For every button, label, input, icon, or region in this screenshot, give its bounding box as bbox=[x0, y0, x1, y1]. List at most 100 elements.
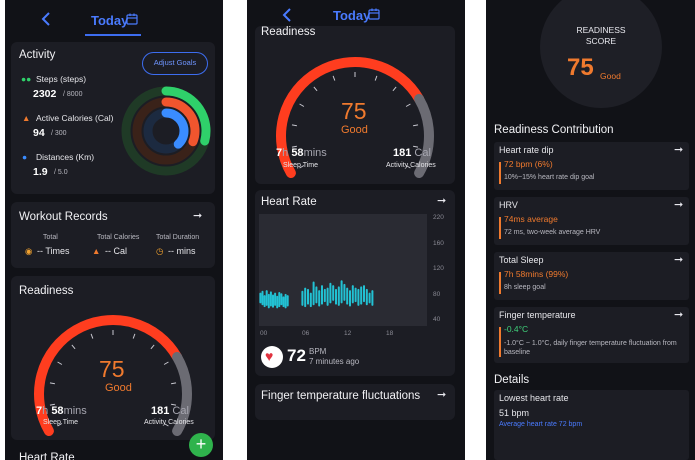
clock-icon: ◷ bbox=[156, 246, 164, 256]
readiness-detail-screen: READINESS SCORE 75 Good Readiness Contri… bbox=[486, 0, 695, 460]
details-title: Details bbox=[494, 374, 530, 386]
sleep-label: Sleep Time bbox=[43, 419, 79, 426]
gauge-tick bbox=[171, 382, 177, 385]
steps-label: Steps (steps) bbox=[36, 74, 87, 84]
average-note: Average heart rate 72 bpm bbox=[499, 421, 583, 428]
activity-title: Activity bbox=[19, 49, 56, 61]
arrow-right-icon[interactable]: ➞ bbox=[674, 144, 684, 156]
heart-icon: ♥ bbox=[265, 348, 274, 364]
tab-today[interactable]: Today bbox=[333, 8, 371, 23]
finger-temperature-card[interactable]: Finger temperature fluctuations ➞ bbox=[255, 384, 455, 420]
total-duration-label: Total Duration bbox=[156, 234, 200, 241]
gauge-progress-arc bbox=[34, 315, 183, 436]
readiness-grade: Good bbox=[341, 124, 368, 136]
gauge-tick bbox=[163, 361, 169, 365]
readiness-card[interactable]: Readiness 75 Good 7h 58mins Sleep Time 1… bbox=[255, 26, 455, 184]
readiness-card[interactable]: Readiness 75 Good 7h 58mins Sleep Time 1… bbox=[11, 276, 215, 440]
gauge-tick bbox=[299, 103, 305, 107]
readiness-gauge bbox=[276, 57, 434, 178]
sleep-label: Sleep Time bbox=[283, 162, 319, 169]
readiness-score: 75 bbox=[341, 98, 367, 124]
arrow-right-icon[interactable]: ➞ bbox=[674, 309, 684, 321]
tab-indicator bbox=[85, 34, 141, 36]
tab-today[interactable]: Today bbox=[91, 13, 129, 28]
gauge-tick bbox=[49, 403, 55, 406]
activity-rings bbox=[121, 86, 211, 176]
finger-temperature-card[interactable]: Finger temperature ➞ -0.4°C -1.0°C ~ 1.0… bbox=[494, 307, 689, 363]
heart-rate-unit: BPM bbox=[309, 347, 327, 356]
steps-value: 2302 bbox=[33, 88, 57, 100]
heart-rate-card[interactable]: Heart Rate ➞ 220 160 120 80 40 00 06 12 18 ♥ 72 … bbox=[255, 190, 455, 376]
calories-goal: / 300 bbox=[51, 130, 67, 137]
steps-goal: / 8000 bbox=[63, 91, 83, 98]
arrow-right-icon[interactable]: ➞ bbox=[674, 199, 684, 211]
back-icon[interactable] bbox=[280, 7, 294, 23]
score-label-2: SCORE bbox=[585, 36, 617, 46]
distance-icon: ● bbox=[22, 152, 28, 162]
gauge-tick bbox=[49, 382, 55, 385]
heart-rate-value: 72 bbox=[287, 346, 306, 365]
item-title: Finger temperature bbox=[499, 310, 576, 320]
calories-ring bbox=[132, 97, 200, 165]
lowest-value: 51 bpm bbox=[499, 408, 530, 418]
activity-card[interactable]: Activity Adjust Goals ●● Steps (steps) 2… bbox=[11, 42, 215, 194]
activity-calories-label: Activity Calories bbox=[386, 162, 436, 169]
total-label: Total bbox=[43, 234, 58, 241]
item-note: 8h sleep goal bbox=[504, 284, 546, 291]
calories-value: 181 Cal bbox=[393, 147, 431, 159]
gauge-track-arc bbox=[172, 352, 192, 436]
arrow-right-icon[interactable]: ➞ bbox=[193, 210, 203, 222]
heart-rate-dip-card[interactable]: Heart rate dip ➞ 72 bpm (6%) 10%~15% hea… bbox=[494, 142, 689, 190]
gauge-tick bbox=[392, 86, 397, 92]
activity-calories-label: Activity Calories bbox=[144, 419, 194, 426]
gauge-track-arc bbox=[414, 94, 434, 178]
arrow-right-icon[interactable]: ➞ bbox=[674, 254, 684, 266]
gauge-tick bbox=[374, 75, 378, 81]
y-tick-label: 160 bbox=[433, 240, 444, 247]
lowest-heart-rate-card[interactable]: Lowest heart rate 51 bpm Average heart r… bbox=[494, 390, 689, 460]
medal-icon: ◉ bbox=[25, 246, 33, 256]
readiness-screen: Today Readiness 75 Good 7h 58mins Sleep … bbox=[247, 0, 465, 460]
calendar-icon[interactable] bbox=[368, 8, 380, 20]
item-value: 7h 58mins (99%) bbox=[504, 269, 569, 279]
gauge-tick bbox=[299, 165, 305, 169]
arrow-right-icon[interactable]: ➞ bbox=[437, 195, 447, 207]
readiness-title: Readiness bbox=[261, 26, 316, 38]
item-title: Total Sleep bbox=[499, 255, 544, 265]
readiness-gauge bbox=[34, 315, 192, 436]
distance-value: 1.9 bbox=[33, 166, 48, 178]
item-title: HRV bbox=[499, 200, 518, 210]
workout-records-card[interactable]: Workout Records ➞ Total Total Calories T… bbox=[11, 202, 215, 268]
y-tick-label: 40 bbox=[433, 316, 441, 323]
x-tick-label: 12 bbox=[344, 330, 352, 337]
sleep-value: 7h 58mins bbox=[276, 147, 327, 159]
accent-bar bbox=[499, 217, 501, 239]
top-bar: Today bbox=[5, 0, 223, 38]
readiness-score: 75 bbox=[99, 356, 125, 382]
x-tick-label: 06 bbox=[302, 330, 310, 337]
gauge-tick bbox=[413, 124, 419, 127]
flame-icon: ▲ bbox=[92, 246, 101, 256]
lowest-title: Lowest heart rate bbox=[499, 393, 569, 403]
gauge-tick bbox=[132, 333, 136, 339]
item-value: 72 bpm (6%) bbox=[504, 159, 553, 169]
total-sleep-card[interactable]: Total Sleep ➞ 7h 58mins (99%) 8h sleep g… bbox=[494, 252, 689, 300]
calories-value: 94 bbox=[33, 127, 45, 139]
hrv-card[interactable]: HRV ➞ 74ms average 72 ms, two-week avera… bbox=[494, 197, 689, 245]
finger-temperature-title: Finger temperature fluctuations bbox=[261, 390, 421, 402]
gauge-tick bbox=[150, 344, 155, 350]
back-icon[interactable] bbox=[39, 11, 53, 27]
calendar-icon[interactable] bbox=[126, 13, 138, 25]
sleep-value: 7h 58mins bbox=[36, 405, 87, 417]
arrow-right-icon[interactable]: ➞ bbox=[437, 389, 447, 401]
item-value: 74ms average bbox=[504, 214, 558, 224]
steps-ring bbox=[121, 86, 211, 176]
gauge-tick bbox=[291, 145, 297, 148]
accent-bar bbox=[499, 162, 501, 184]
calories-icon: ▲ bbox=[22, 113, 31, 123]
add-button[interactable]: + bbox=[189, 433, 213, 457]
workout-title: Workout Records bbox=[19, 211, 108, 223]
adjust-goals-button[interactable]: Adjust Goals bbox=[142, 52, 208, 75]
gauge-tick bbox=[413, 145, 419, 148]
calories-value: 181 Cal bbox=[151, 405, 189, 417]
